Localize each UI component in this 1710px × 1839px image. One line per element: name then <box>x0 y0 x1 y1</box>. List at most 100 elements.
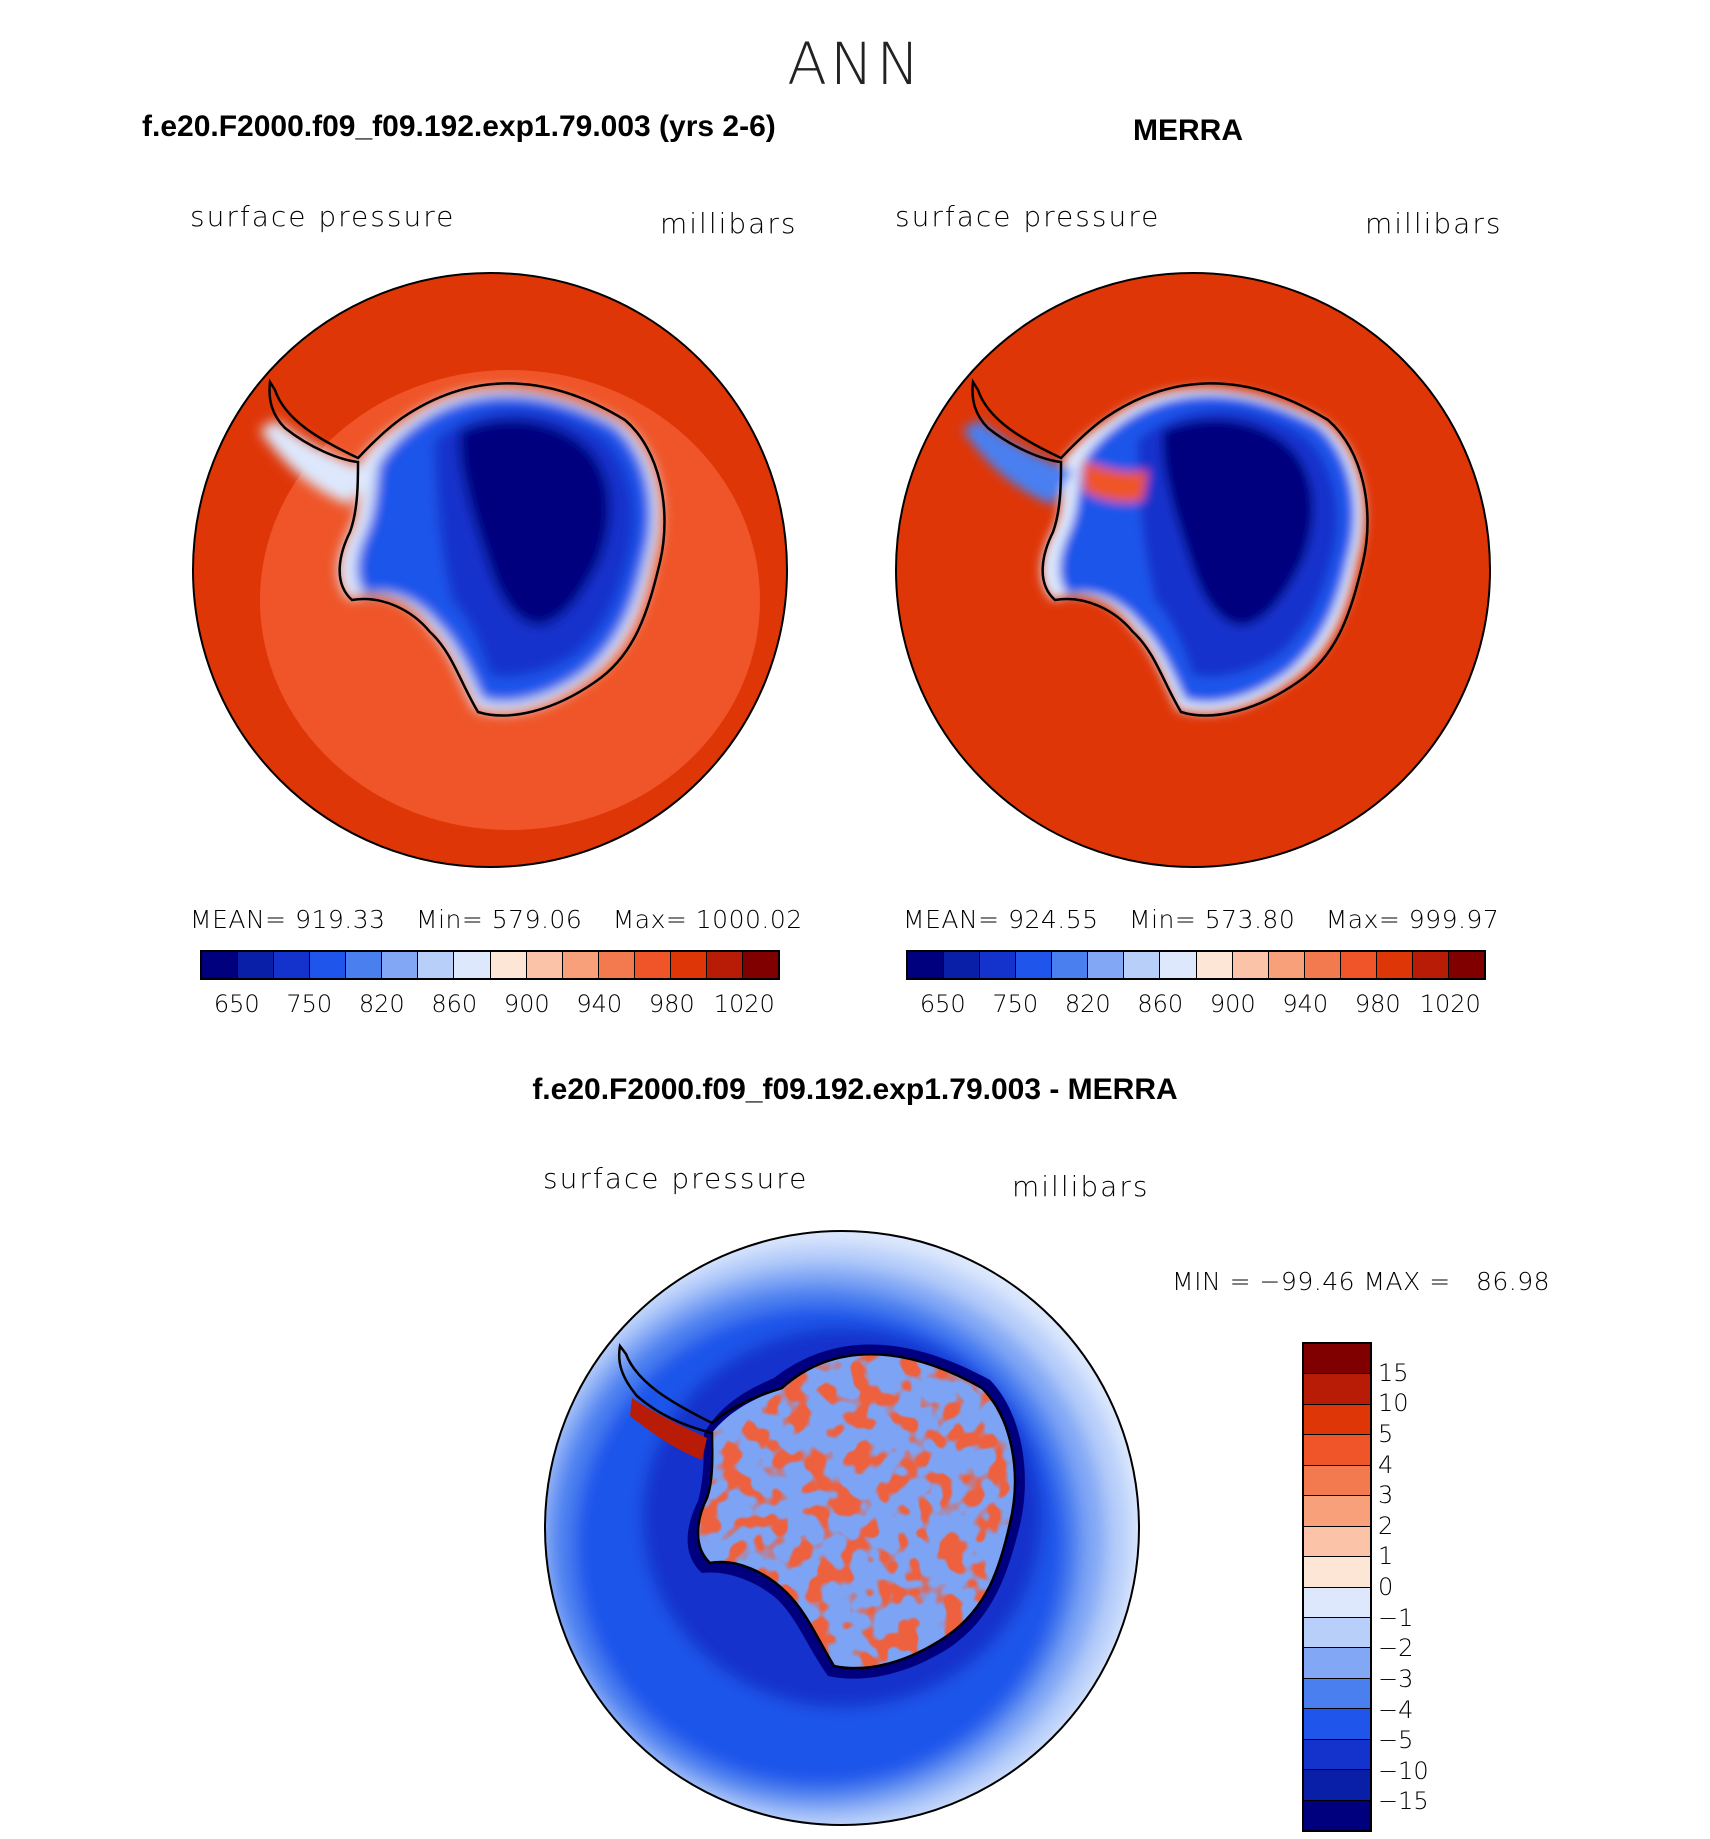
diff-colorbar-swatch <box>1304 1709 1370 1740</box>
panel-1-colorbar-swatch <box>238 952 275 978</box>
panel-1-variable-label: surface pressure <box>190 200 456 233</box>
panel-2-colorbar-tick-label: 650 <box>919 990 966 1018</box>
panel-2-colorbar-swatch <box>944 952 981 978</box>
panel-2-colorbar-swatch <box>908 952 945 978</box>
panel-1-case-title: f.e20.F2000.f09_f09.192.exp1.79.003 (yrs… <box>142 110 776 143</box>
diff-colorbar-tick-label: 15 <box>1378 1358 1409 1387</box>
panel-1-polar-map <box>192 272 788 868</box>
panel-1-colorbar-tick-label: 650 <box>213 990 260 1018</box>
antarctica-coastline <box>268 378 666 717</box>
panel-2-colorbar-tick-label: 940 <box>1282 990 1329 1018</box>
diff-colorbar-swatch <box>1304 1587 1370 1618</box>
panel-1-colorbar-swatch <box>742 952 778 978</box>
diff-colorbar-labels: 15 10 5 4 3 2 1 0 −1 −2 −3 −4 −5 −10 −15 <box>1378 1342 1478 1828</box>
panel-2-variable-label: surface pressure <box>895 200 1161 233</box>
diff-colorbar-swatch <box>1304 1374 1370 1405</box>
diff-colorbar-tick-label: 10 <box>1378 1389 1409 1418</box>
panel-1-mean: MEAN= 919.33 <box>190 905 386 934</box>
panel-1-units-label: millibars <box>660 207 798 240</box>
panel-2-colorbar-swatch <box>1340 952 1377 978</box>
diff-colorbar-swatch <box>1304 1617 1370 1649</box>
panel-2-min: Min= 573.80 <box>1129 905 1296 934</box>
panel-1-colorbar-swatch <box>598 952 635 978</box>
panel-1-colorbar-tick-label: 980 <box>648 990 695 1018</box>
diff-colorbar-tick-label: 1 <box>1378 1542 1394 1571</box>
panel-2-colorbar-swatch <box>1268 952 1305 978</box>
panel-2-colorbar-swatch <box>1304 952 1341 978</box>
panel-2-colorbar-swatch <box>1052 952 1089 978</box>
panel-1-colorbar-swatch <box>346 952 383 978</box>
panel-1-colorbar-swatch <box>202 952 239 978</box>
diff-colorbar-tick-label: −15 <box>1378 1787 1429 1816</box>
panel-1-colorbar-tick-label: 1020 <box>713 990 775 1018</box>
panel-1-colorbar-swatch <box>634 952 671 978</box>
panel-1-colorbar <box>200 950 780 980</box>
panel-2-units-label: millibars <box>1365 207 1503 240</box>
panel-1-colorbar-swatch <box>418 952 455 978</box>
panel-1-stats: MEAN= 919.33 Min= 579.06 Max= 1000.02 <box>190 905 825 934</box>
diff-colorbar-swatch <box>1304 1739 1370 1771</box>
panel-1-min: Min= 579.06 <box>416 905 583 934</box>
panel-2-colorbar-swatch <box>1088 952 1125 978</box>
panel-2-colorbar <box>906 950 1486 980</box>
diff-minmax: MIN = −99.46 MAX = 86.98 <box>1172 1267 1551 1296</box>
diff-colorbar-tick-label: 0 <box>1378 1573 1394 1601</box>
panel-2-colorbar-swatch <box>1016 952 1053 978</box>
diff-colorbar-tick-label: −1 <box>1378 1603 1414 1632</box>
panel-1-colorbar-swatch <box>526 952 563 978</box>
antarctica-coastline <box>971 378 1369 717</box>
panel-2-polar-map <box>895 272 1491 868</box>
map-boundary <box>192 272 788 868</box>
panel-2-colorbar-tick-label: 860 <box>1137 990 1184 1018</box>
panel-2-colorbar-swatch <box>1196 952 1233 978</box>
diff-units-label: millibars <box>1012 1170 1150 1203</box>
panel-1-colorbar-tick-label: 750 <box>286 990 333 1018</box>
diff-colorbar-tick-label: −5 <box>1378 1726 1414 1755</box>
diff-colorbar-tick-label: −4 <box>1378 1695 1414 1724</box>
panel-1-colorbar-labels: 650 750 820 860 900 940 980 1020 <box>200 990 780 1020</box>
panel-1-colorbar-tick-label: 820 <box>358 990 405 1018</box>
panel-2-mean: MEAN= 924.55 <box>903 905 1099 934</box>
panel-1-colorbar-tick-label: 900 <box>503 990 550 1018</box>
diff-polar-map <box>544 1230 1140 1826</box>
diff-colorbar-tick-label: −2 <box>1378 1634 1414 1663</box>
diff-colorbar-tick-label: 5 <box>1378 1419 1394 1448</box>
panel-1-colorbar-swatch <box>382 952 419 978</box>
panel-1-colorbar-swatch <box>310 952 347 978</box>
diff-colorbar <box>1302 1342 1372 1832</box>
panel-1-colorbar-swatch <box>670 952 707 978</box>
panel-2-colorbar-tick-label: 820 <box>1064 990 1111 1018</box>
antarctica-coastline <box>618 1342 1017 1670</box>
panel-1-colorbar-tick-label: 940 <box>576 990 623 1018</box>
panel-2-colorbar-swatch <box>1448 952 1484 978</box>
diff-colorbar-swatch <box>1304 1800 1370 1830</box>
diff-colorbar-swatch <box>1304 1465 1370 1497</box>
diff-colorbar-tick-label: −10 <box>1378 1756 1429 1785</box>
panel-2-colorbar-tick-label: 750 <box>992 990 1039 1018</box>
panel-2-colorbar-swatch <box>1124 952 1161 978</box>
panel-2-colorbar-swatch <box>1232 952 1269 978</box>
panel-1-colorbar-swatch <box>706 952 743 978</box>
diff-colorbar-tick-label: 2 <box>1378 1511 1394 1540</box>
diff-case-title: f.e20.F2000.f09_f09.192.exp1.79.003 - ME… <box>532 1073 1178 1106</box>
map-boundary <box>895 272 1491 868</box>
panel-2-colorbar-tick-label: 980 <box>1354 990 1401 1018</box>
figure-title: ANN <box>787 30 923 98</box>
diff-colorbar-swatch <box>1304 1526 1370 1558</box>
map-boundary <box>544 1230 1140 1826</box>
panel-1-colorbar-swatch <box>562 952 599 978</box>
panel-1-colorbar-tick-label: 860 <box>431 990 478 1018</box>
diff-colorbar-swatch <box>1304 1557 1370 1588</box>
panel-2-colorbar-tick-label: 900 <box>1209 990 1256 1018</box>
diff-colorbar-swatch <box>1304 1435 1370 1466</box>
panel-1-colorbar-swatch <box>274 952 311 978</box>
diff-colorbar-tick-label: 3 <box>1378 1481 1394 1510</box>
panel-2-colorbar-tick-label: 1020 <box>1419 990 1481 1018</box>
panel-2-case-title: MERRA <box>1133 114 1243 147</box>
diff-colorbar-tick-label: −3 <box>1378 1664 1414 1693</box>
diff-colorbar-swatch <box>1304 1404 1370 1436</box>
diff-variable-label: surface pressure <box>543 1162 809 1195</box>
panel-2-max: Max= 999.97 <box>1325 905 1500 934</box>
diff-colorbar-tick-label: 4 <box>1378 1450 1394 1479</box>
diff-colorbar-swatch <box>1304 1678 1370 1710</box>
